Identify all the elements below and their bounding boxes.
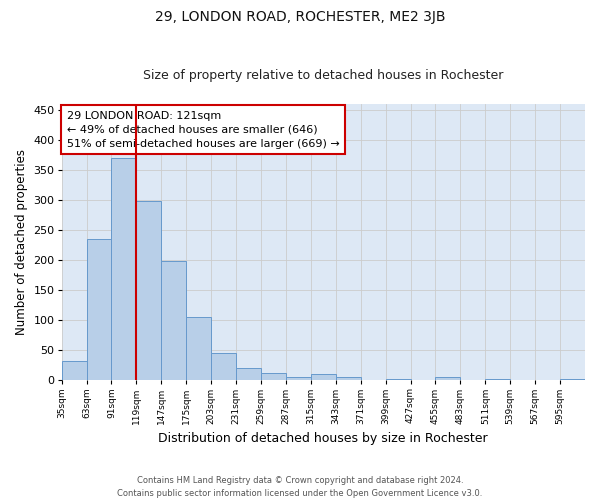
Bar <box>186 318 211 380</box>
Bar <box>485 378 510 380</box>
Title: Size of property relative to detached houses in Rochester: Size of property relative to detached ho… <box>143 69 503 82</box>
Y-axis label: Number of detached properties: Number of detached properties <box>15 149 28 335</box>
Bar <box>62 361 86 380</box>
Bar <box>336 378 361 380</box>
X-axis label: Distribution of detached houses by size in Rochester: Distribution of detached houses by size … <box>158 432 488 445</box>
Text: 29 LONDON ROAD: 121sqm
← 49% of detached houses are smaller (646)
51% of semi-de: 29 LONDON ROAD: 121sqm ← 49% of detached… <box>67 111 340 149</box>
Text: 29, LONDON ROAD, ROCHESTER, ME2 3JB: 29, LONDON ROAD, ROCHESTER, ME2 3JB <box>155 10 445 24</box>
Bar <box>86 238 112 380</box>
Bar <box>236 368 261 380</box>
Bar <box>436 378 460 380</box>
Bar <box>286 378 311 380</box>
Bar <box>161 261 186 380</box>
Bar <box>112 158 136 380</box>
Text: Contains HM Land Registry data © Crown copyright and database right 2024.
Contai: Contains HM Land Registry data © Crown c… <box>118 476 482 498</box>
Bar <box>211 354 236 380</box>
Bar <box>261 372 286 380</box>
Bar <box>386 378 410 380</box>
Bar <box>560 378 585 380</box>
Bar <box>311 374 336 380</box>
Bar <box>136 202 161 380</box>
